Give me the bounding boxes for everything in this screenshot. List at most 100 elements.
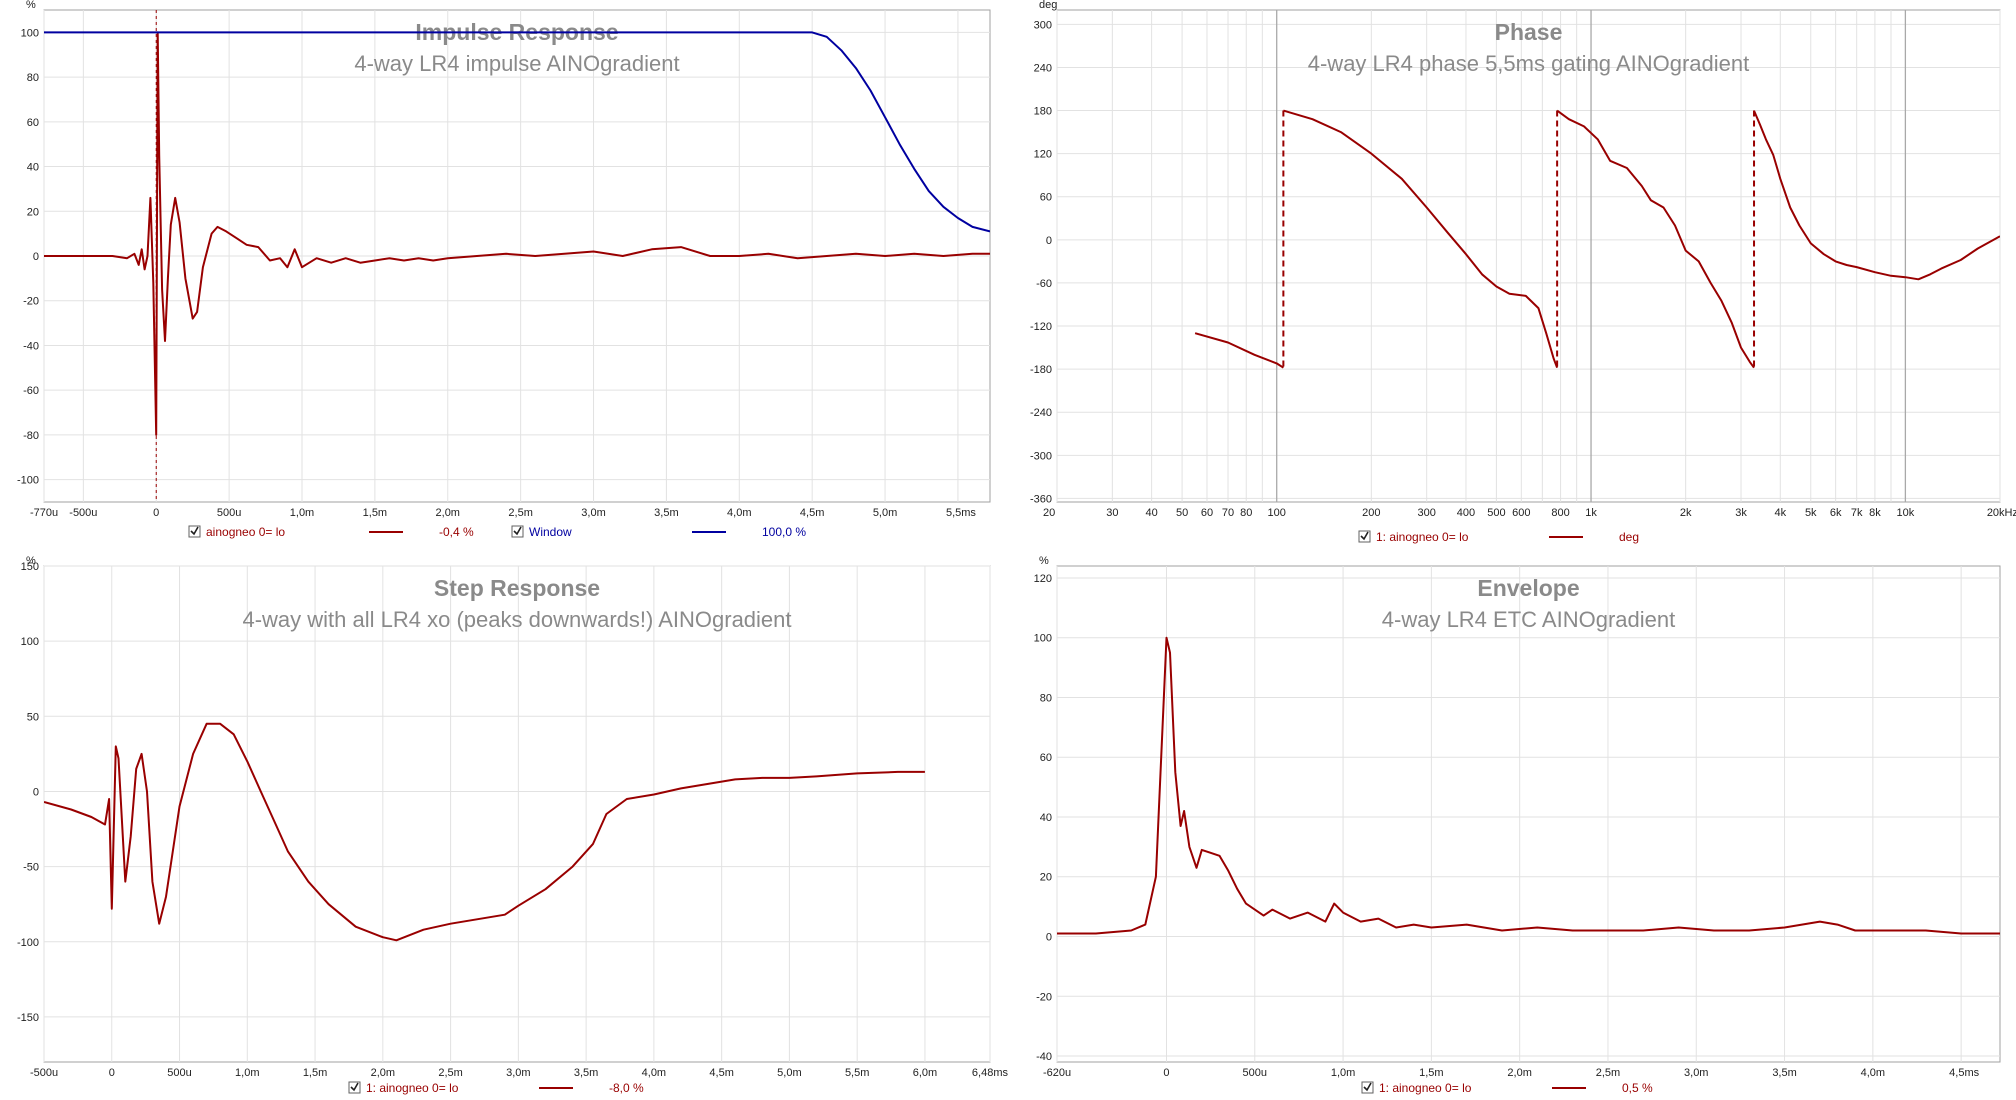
y-tick-label: 50	[27, 711, 39, 723]
chart-subtitle: 4-way LR4 phase 5,5ms gating AINOgradien…	[1308, 51, 1749, 76]
legend-checkbox[interactable]	[511, 525, 524, 538]
x-tick-label: 200	[1362, 507, 1380, 519]
x-tick-label: 1,0m	[290, 507, 314, 519]
x-tick-label: 3,0m	[1684, 1067, 1708, 1079]
y-tick-label: 20	[1040, 872, 1052, 884]
chart-subtitle: 4-way with all LR4 xo (peaks downwards!)…	[242, 607, 791, 632]
legend-label: ainogneo 0= lo	[206, 525, 285, 539]
x-tick-label: 0	[153, 507, 159, 519]
chart-title: Phase	[1495, 19, 1563, 45]
legend-checkbox[interactable]	[188, 525, 201, 538]
x-tick-label: -620u	[1043, 1067, 1071, 1079]
checkmark-icon	[1360, 531, 1369, 541]
chart-panel-3: 120 100 80 60 40 20 0 -20 -40 -620u 0 500u 1,0m 1,5m 2…	[1034, 555, 2001, 1095]
x-tick-label: 1,5m	[363, 507, 387, 519]
x-tick-label: 20kHz	[1987, 507, 2016, 519]
x-tick-label: 2,5m	[1596, 1067, 1620, 1079]
x-tick-label: 4,0m	[727, 507, 751, 519]
x-tick-label: 5,5m	[845, 1067, 869, 1079]
legend-value: -0,4 %	[439, 525, 474, 539]
x-tick-label: 80	[1240, 507, 1252, 519]
plot-area[interactable]	[43, 565, 991, 1063]
chart-title: Step Response	[434, 575, 600, 601]
chart-panel-1: 300240180120600-60-120-180-240-300-36020…	[1030, 0, 2016, 544]
legend: 1: ainogneo 0= lo -8,0 %	[348, 1081, 644, 1095]
y-tick-label: 100	[21, 636, 39, 648]
y-tick-label: 150	[21, 561, 39, 573]
x-tick-label: 1,5m	[303, 1067, 327, 1079]
y-tick-label: 100	[21, 27, 39, 39]
y-tick-label: 240	[1034, 62, 1052, 74]
y-tick-label: -80	[23, 430, 39, 442]
y-tick-label: 0	[1046, 235, 1052, 247]
legend-checkbox[interactable]	[1361, 1081, 1374, 1094]
y-unit-label: deg	[1039, 0, 1057, 11]
x-tick-label: 8k	[1869, 507, 1881, 519]
checkmark-icon	[513, 526, 522, 536]
legend-label: 1: ainogneo 0= lo	[1376, 530, 1469, 544]
series-line-0	[44, 722, 925, 942]
legend-value: 0,5 %	[1622, 1081, 1653, 1095]
x-tick-label: 50	[1176, 507, 1188, 519]
y-tick-label: 0	[33, 251, 39, 263]
y-tick-label: -50	[23, 862, 39, 874]
y-tick-label: -60	[1036, 278, 1052, 290]
x-tick-label: 4,0m	[1861, 1067, 1885, 1079]
x-tick-label: 5k	[1805, 507, 1817, 519]
y-tick-label: 120	[1034, 149, 1052, 161]
y-tick-label: 60	[27, 117, 39, 129]
y-tick-label: -120	[1030, 321, 1052, 333]
plot-area[interactable]	[1056, 565, 2001, 1063]
x-tick-label: 6,0m	[913, 1067, 937, 1079]
series-line-0	[1057, 636, 2000, 935]
x-tick-label: 20	[1043, 507, 1055, 519]
x-tick-label: 5,0m	[777, 1067, 801, 1079]
chart-panel-0: 100 80 60 40 20 0 -20 -40 -60 -80 -100 -770u -500u 0 5…	[17, 0, 991, 539]
x-tick-label: 0	[1163, 1067, 1169, 1079]
checkmark-icon	[1363, 1082, 1372, 1092]
x-tick-label: 60	[1201, 507, 1213, 519]
x-tick-label: 2,0m	[371, 1067, 395, 1079]
x-tick-label: 2k	[1680, 507, 1692, 519]
x-tick-label: 1,5m	[1419, 1067, 1443, 1079]
series-line-1	[44, 31, 990, 233]
y-tick-label: -360	[1030, 493, 1052, 505]
series-line-0-seg-1	[1283, 109, 1559, 369]
x-tick-label: 500	[1487, 507, 1505, 519]
legend-checkbox[interactable]	[1358, 530, 1371, 543]
x-tick-label: 2,0m	[436, 507, 460, 519]
legend: ainogneo 0= lo -0,4 % Window 100,0 %	[188, 525, 806, 539]
chart-panel-2: 150 100 50 0 -50 -100 -150 -500u 0 500u 1,0m 1,5m 2,…	[17, 555, 1009, 1095]
y-unit-label: %	[26, 555, 36, 567]
y-tick-label: 60	[1040, 752, 1052, 764]
legend-checkbox[interactable]	[348, 1081, 361, 1094]
legend-value: deg	[1619, 530, 1639, 544]
x-tick-label: 40	[1145, 507, 1157, 519]
y-tick-label: -40	[23, 340, 39, 352]
y-tick-label: 80	[1040, 692, 1052, 704]
chart-title: Envelope	[1477, 575, 1579, 601]
y-tick-label: 60	[1040, 192, 1052, 204]
x-tick-label: 3,5m	[654, 507, 678, 519]
x-tick-label: 3k	[1735, 507, 1747, 519]
y-tick-label: 0	[33, 786, 39, 798]
legend-value: -8,0 %	[609, 1081, 644, 1095]
y-tick-label: -300	[1030, 450, 1052, 462]
x-tick-label: 6,48ms	[972, 1067, 1009, 1079]
legend: 1: ainogneo 0= lo 0,5 %	[1361, 1081, 1653, 1095]
x-tick-label: 6k	[1830, 507, 1842, 519]
x-tick-label: 7k	[1851, 507, 1863, 519]
series-line-0-seg-3	[1753, 110, 2000, 281]
x-tick-label: 4,0m	[642, 1067, 666, 1079]
y-tick-label: -100	[17, 937, 39, 949]
y-tick-label: -20	[1036, 991, 1052, 1003]
y-unit-label: %	[26, 0, 36, 11]
plot-area[interactable]	[1056, 9, 2001, 503]
x-tick-label: 5,5ms	[946, 507, 976, 519]
x-tick-label: 70	[1222, 507, 1234, 519]
x-tick-label: -770u	[30, 507, 58, 519]
x-tick-label: 1,0m	[1331, 1067, 1355, 1079]
x-tick-label: 5,0m	[873, 507, 897, 519]
x-tick-label: 4,5m	[800, 507, 824, 519]
